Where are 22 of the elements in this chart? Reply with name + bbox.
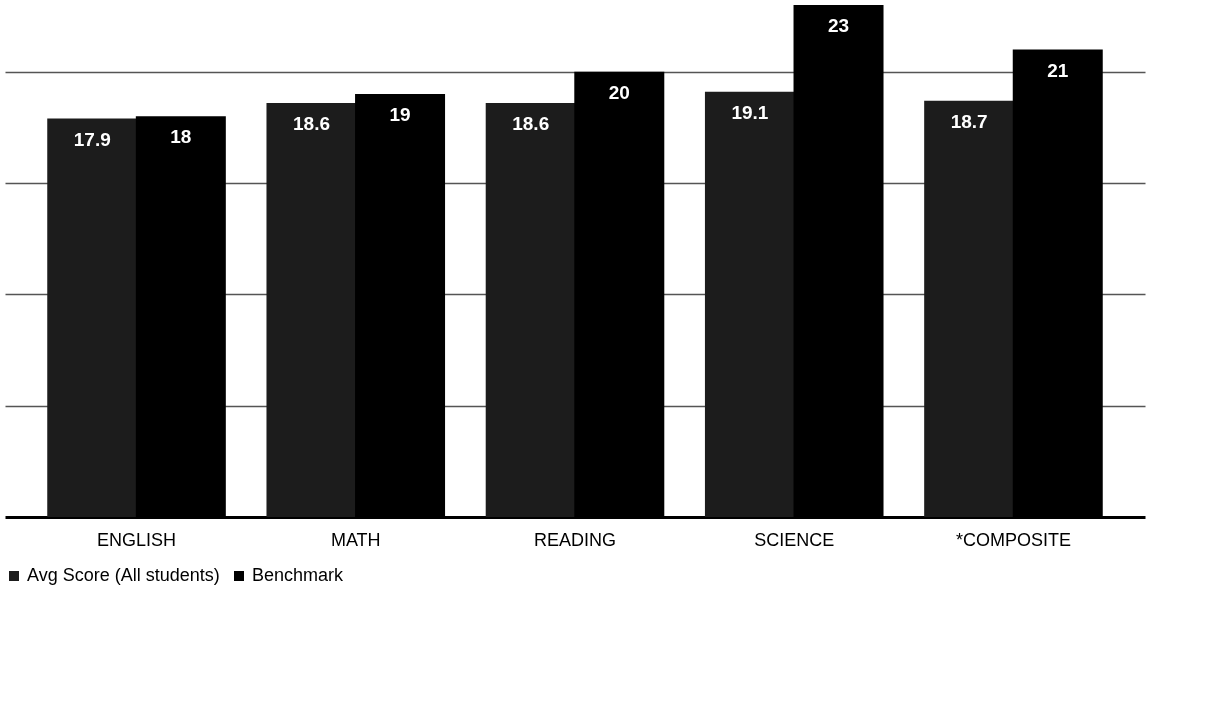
data-label: 17.9 bbox=[73, 128, 111, 150]
legend-label: Benchmark bbox=[252, 565, 345, 585]
x-tick-label: ENGLISH bbox=[97, 529, 177, 550]
data-label: 21 bbox=[1047, 59, 1069, 81]
data-label: 18.7 bbox=[950, 110, 988, 132]
bar bbox=[704, 91, 795, 517]
bar bbox=[47, 118, 138, 517]
data-label: 20 bbox=[608, 81, 630, 103]
x-tick-label: READING bbox=[533, 529, 617, 550]
data-label: 19.1 bbox=[731, 101, 769, 123]
data-label: 18.6 bbox=[512, 112, 550, 134]
data-label: 19 bbox=[389, 104, 411, 126]
data-label: 18 bbox=[170, 126, 192, 148]
data-label: 23 bbox=[827, 15, 850, 36]
x-tick-label: SCIENCE bbox=[754, 529, 835, 550]
x-tick-label: *COMPOSITE bbox=[955, 529, 1071, 550]
data-label: 18.6 bbox=[292, 112, 330, 134]
bar bbox=[266, 102, 357, 517]
x-tick-label: MATH bbox=[330, 529, 381, 550]
bar bbox=[924, 100, 1015, 517]
bar bbox=[485, 102, 576, 517]
legend-label: Avg Score (All students) bbox=[27, 565, 220, 585]
